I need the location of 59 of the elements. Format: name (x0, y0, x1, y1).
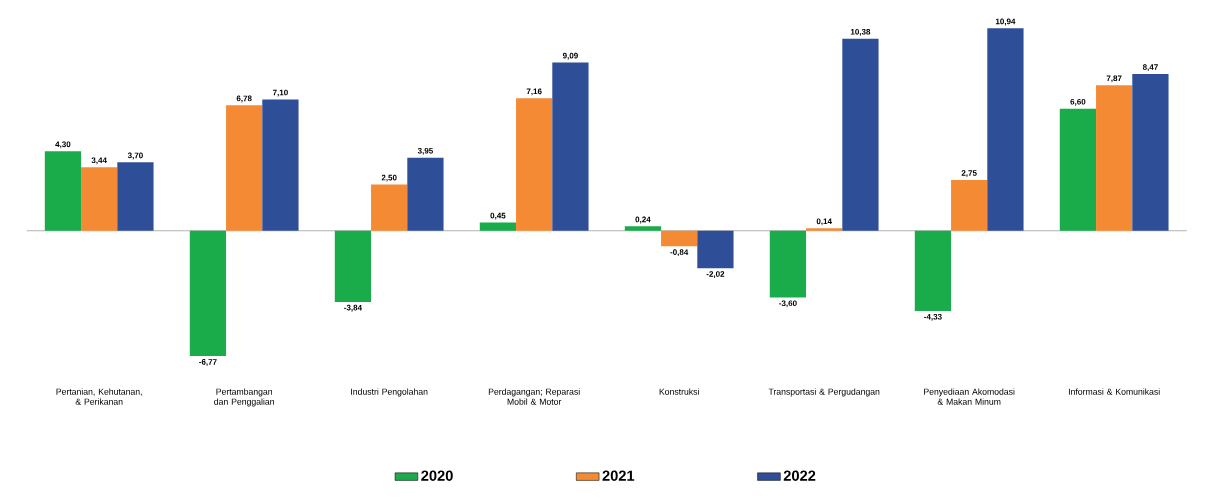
bar (697, 230, 734, 269)
bar (914, 230, 952, 311)
bar (624, 226, 662, 231)
x-tick-label: Penyediaan Akomodasi & Makan Minum (924, 388, 1015, 405)
data-label: 4,30 (55, 141, 71, 149)
data-label: 10,94 (995, 18, 1016, 26)
bar (479, 222, 517, 231)
data-label: 6,60 (1070, 98, 1086, 106)
data-label: 2,50 (381, 174, 397, 182)
data-label: -2,02 (706, 271, 725, 278)
data-label: 6,78 (236, 95, 252, 103)
x-tick-label: Pertanian, Kehutanan, & Perikanan (56, 388, 142, 405)
data-label: 10,38 (850, 28, 871, 36)
data-label: 9,09 (562, 52, 578, 60)
bar (842, 38, 879, 231)
data-label: 8,47 (1142, 64, 1158, 72)
bar (81, 167, 118, 231)
bar (1059, 108, 1097, 231)
data-label: -3,60 (779, 300, 797, 308)
bar (552, 62, 589, 231)
bar (226, 105, 263, 231)
bar (371, 184, 408, 231)
data-label: 2,75 (961, 170, 977, 177)
legend-label: 2021 (602, 470, 635, 481)
bar (769, 230, 807, 298)
bar (806, 228, 843, 231)
data-label: -3,84 (344, 304, 362, 312)
data-label: 3,70 (127, 152, 143, 160)
bar (1096, 85, 1133, 231)
data-label: 0,14 (816, 218, 832, 226)
bar (987, 28, 1024, 231)
bar (951, 179, 988, 231)
bar (44, 151, 82, 231)
data-label: 7,16 (526, 88, 542, 96)
x-tick-label: Transportasi & Pergudangan (768, 388, 880, 397)
data-label: 7,10 (272, 89, 288, 97)
data-label: 0,45 (490, 212, 506, 220)
bar (189, 230, 227, 357)
data-label: -4,33 (924, 313, 942, 321)
bar (262, 99, 299, 231)
bar (661, 230, 698, 247)
bar (407, 157, 444, 231)
x-tick-label: Konstruksi (659, 388, 699, 395)
bar (1132, 74, 1169, 231)
legend-label: 2020 (421, 470, 453, 481)
bar (334, 230, 372, 302)
data-label: 3,95 (417, 147, 433, 155)
data-label: 7,87 (1106, 75, 1122, 83)
x-tick-label: Pertambangan dan Penggalian (214, 388, 274, 407)
data-label: -6,77 (199, 359, 217, 366)
x-tick-label: Perdagangan; Reparasi Mobil & Motor (488, 388, 580, 405)
data-label: -0,84 (670, 249, 689, 257)
data-label: 3,44 (91, 157, 107, 165)
x-tick-label: Informasi & Komunikasi (1068, 388, 1160, 395)
bar (516, 98, 553, 231)
x-tick-label: Industri Pengolahan (351, 388, 428, 397)
bar (117, 162, 154, 231)
data-label: 0,24 (635, 216, 651, 224)
legend-label: 2022 (783, 470, 816, 481)
